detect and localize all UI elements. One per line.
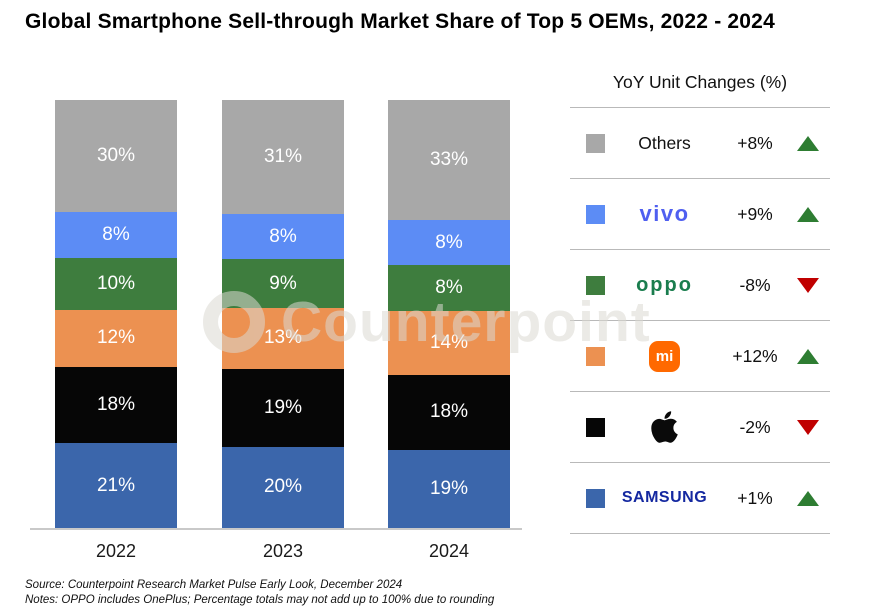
segment-value-label: 8% xyxy=(102,223,130,245)
vivo-logo: vivo xyxy=(605,201,724,227)
samsung-logo: SAMSUNG xyxy=(605,489,724,507)
segment-value-label: 33% xyxy=(429,148,469,170)
legend-row-xiaomi: mi +12% xyxy=(570,321,830,392)
yoy-change-apple: -2% xyxy=(739,416,771,437)
legend-header: YoY Unit Changes (%) xyxy=(570,64,830,108)
apple-logo xyxy=(605,409,724,445)
bar-segment-oppo-2022: 10% xyxy=(55,257,177,310)
yoy-change-oppo: -8% xyxy=(739,274,771,295)
samsung-logo-text: SAMSUNG xyxy=(621,489,708,506)
bar-segment-vivo-2023: 8% xyxy=(222,213,344,260)
segment-value-label: 18% xyxy=(429,401,469,423)
segment-value-label: 13% xyxy=(263,327,303,349)
legend-swatch-vivo xyxy=(586,204,605,224)
bar-segment-xiaomi-2023: 13% xyxy=(222,308,344,369)
vivo-logo-text: vivo xyxy=(639,201,690,226)
bar-segment-others-2022: 30% xyxy=(55,100,177,212)
legend-swatch-xiaomi xyxy=(586,346,605,366)
legend-row-apple: -2% xyxy=(570,392,830,463)
others-logo-text: Others xyxy=(638,132,691,153)
xiaomi-logo-text: mi xyxy=(649,340,680,372)
bar-2023: 31% 8% 9% 13% 19% 20% xyxy=(222,100,344,529)
stacked-bar-plot: 30% 8% 10% 12% 18% 21% 31% 8% 9% 13% 19% 20% 33% 8% 8%… xyxy=(30,100,522,530)
bar-segment-others-2023: 31% xyxy=(222,100,344,214)
segment-value-label: 8% xyxy=(269,225,297,247)
apple-logo-icon xyxy=(651,409,678,445)
segment-value-label: 30% xyxy=(96,144,136,166)
bar-segment-oppo-2023: 9% xyxy=(222,259,344,309)
segment-value-label: 31% xyxy=(263,145,303,167)
up-triangle-icon xyxy=(797,135,819,151)
bar-segment-samsung-2022: 21% xyxy=(55,443,177,528)
bar-2022: 30% 8% 10% 12% 18% 21% xyxy=(55,100,177,528)
x-axis-label-2022: 2022 xyxy=(95,541,137,561)
segment-value-label: 20% xyxy=(263,476,303,498)
legend-row-oppo: oppo -8% xyxy=(570,250,830,321)
yoy-change-samsung: +1% xyxy=(737,487,773,508)
bar-segment-samsung-2024: 19% xyxy=(388,449,510,529)
bar-segment-vivo-2022: 8% xyxy=(55,211,177,258)
oppo-logo: oppo xyxy=(605,274,724,297)
bar-segment-apple-2023: 19% xyxy=(222,368,344,447)
legend-swatch-others xyxy=(586,133,605,153)
segment-value-label: 12% xyxy=(96,327,136,349)
x-axis-label-2023: 2023 xyxy=(262,541,304,561)
down-triangle-icon xyxy=(797,419,819,435)
up-triangle-icon xyxy=(797,348,819,364)
segment-value-label: 19% xyxy=(429,477,469,499)
legend-swatch-oppo xyxy=(586,275,605,295)
bar-segment-apple-2022: 18% xyxy=(55,367,177,444)
segment-value-label: 21% xyxy=(96,474,136,496)
segment-value-label: 14% xyxy=(429,331,469,353)
others-logo: Others xyxy=(605,133,724,154)
yoy-change-xiaomi: +12% xyxy=(732,345,778,366)
segment-value-label: 10% xyxy=(96,272,136,294)
segment-value-label: 8% xyxy=(435,277,463,299)
segment-value-label: 8% xyxy=(435,231,463,253)
segment-value-label: 19% xyxy=(263,396,303,418)
bar-segment-others-2024: 33% xyxy=(388,100,510,220)
x-axis-labels: 2022 2023 2024 xyxy=(30,541,522,565)
down-triangle-icon xyxy=(797,277,819,293)
bar-segment-oppo-2024: 8% xyxy=(388,265,510,312)
legend-row-others: Others +8% xyxy=(570,108,830,179)
legend-panel: YoY Unit Changes (%) Others +8% vivo +9% opp… xyxy=(570,64,830,534)
xiaomi-logo: mi xyxy=(605,340,724,372)
bar-2024: 33% 8% 8% 14% 18% 19% xyxy=(388,100,510,529)
bar-segment-xiaomi-2024: 14% xyxy=(388,311,510,375)
page-title: Global Smartphone Sell-through Market Sh… xyxy=(25,10,775,33)
up-triangle-icon xyxy=(797,206,819,222)
oppo-logo-text: oppo xyxy=(636,273,693,296)
segment-value-label: 9% xyxy=(269,272,297,294)
bar-segment-xiaomi-2022: 12% xyxy=(55,309,177,368)
bar-segment-apple-2024: 18% xyxy=(388,374,510,450)
footer: Source: Counterpoint Research Market Pul… xyxy=(25,578,494,608)
yoy-change-others: +8% xyxy=(737,132,773,153)
segment-value-label: 18% xyxy=(96,394,136,416)
legend-row-vivo: vivo +9% xyxy=(570,179,830,250)
up-triangle-icon xyxy=(797,490,819,506)
legend-row-samsung: SAMSUNG +1% xyxy=(570,463,830,534)
legend-rows: Others +8% vivo +9% oppo -8% mi +12% -2% SAMSUNG +… xyxy=(570,108,830,534)
footer-notes: Notes: OPPO includes OnePlus; Percentage… xyxy=(25,594,495,606)
legend-swatch-samsung xyxy=(586,488,605,508)
yoy-change-vivo: +9% xyxy=(737,203,773,224)
x-axis-label-2024: 2024 xyxy=(428,541,470,561)
footer-source: Source: Counterpoint Research Market Pul… xyxy=(25,579,403,591)
legend-swatch-apple xyxy=(586,417,605,437)
bar-segment-samsung-2023: 20% xyxy=(222,446,344,529)
bar-segment-vivo-2024: 8% xyxy=(388,219,510,266)
